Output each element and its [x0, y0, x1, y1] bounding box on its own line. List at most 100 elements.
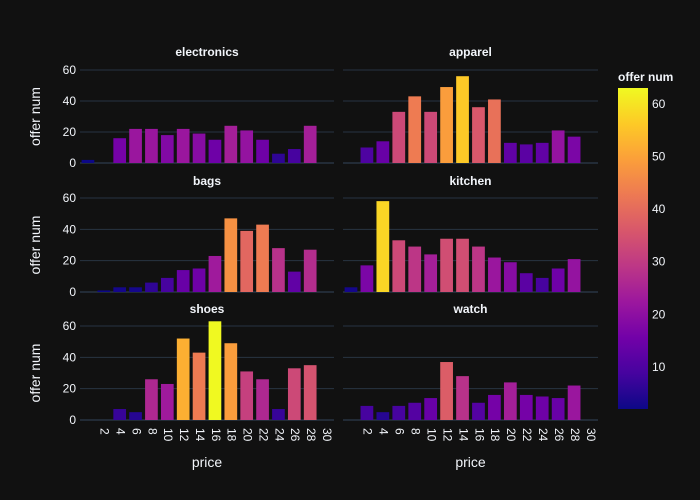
- panel-title-watch: watch: [452, 302, 487, 316]
- bar-apparel-5: [408, 96, 421, 163]
- y-tick-label: 40: [63, 350, 77, 364]
- bar-watch-14: [552, 398, 565, 420]
- bar-kitchen-3: [376, 201, 389, 292]
- bar-kitchen-1: [345, 287, 358, 292]
- y-tick-label: 60: [63, 319, 77, 333]
- x-tick-label: 8: [145, 428, 159, 435]
- bar-bags-6: [161, 278, 174, 292]
- y-tick-label: 0: [69, 413, 76, 427]
- bar-electronics-12: [256, 140, 269, 163]
- bar-watch-3: [376, 412, 389, 420]
- bar-watch-10: [488, 395, 501, 420]
- bar-kitchen-15: [568, 259, 581, 292]
- bar-watch-9: [472, 403, 485, 420]
- bar-electronics-14: [288, 149, 301, 163]
- x-axis-title: price: [455, 454, 486, 470]
- bar-apparel-9: [472, 107, 485, 163]
- bar-shoes-15: [304, 365, 317, 420]
- bar-bags-15: [304, 250, 317, 292]
- x-tick-label: 16: [209, 428, 223, 442]
- x-tick-label: 16: [472, 428, 486, 442]
- panel-title-kitchen: kitchen: [449, 174, 491, 188]
- bar-shoes-10: [224, 343, 237, 420]
- panel-title-bags: bags: [193, 174, 221, 188]
- bar-electronics-8: [193, 134, 206, 163]
- panel-title-shoes: shoes: [190, 302, 225, 316]
- bar-watch-4: [392, 406, 405, 420]
- bar-kitchen-14: [552, 269, 565, 293]
- x-tick-label: 24: [272, 428, 286, 442]
- bar-shoes-5: [145, 379, 158, 420]
- x-tick-label: 8: [409, 428, 423, 435]
- bar-bags-13: [272, 248, 285, 292]
- colorbar-tick-label: 40: [652, 202, 666, 216]
- bar-kitchen-11: [504, 262, 517, 292]
- y-axis-title: offer num: [27, 344, 43, 403]
- bar-shoes-4: [129, 412, 142, 420]
- x-tick-label: 12: [440, 428, 454, 442]
- x-tick-label: 2: [98, 428, 112, 435]
- bar-bags-3: [113, 287, 126, 292]
- bar-shoes-3: [113, 409, 126, 420]
- bar-apparel-10: [488, 99, 501, 163]
- bar-electronics-5: [145, 129, 158, 163]
- bar-bags-8: [193, 269, 206, 293]
- bar-shoes-14: [288, 368, 301, 420]
- bar-watch-15: [568, 386, 581, 420]
- x-tick-label: 24: [536, 428, 550, 442]
- x-tick-label: 22: [256, 428, 270, 442]
- bar-kitchen-6: [424, 254, 437, 292]
- bar-kitchen-4: [392, 240, 405, 292]
- y-tick-label: 20: [63, 125, 77, 139]
- x-tick-label: 22: [520, 428, 534, 442]
- bar-bags-2: [97, 290, 110, 292]
- bar-apparel-6: [424, 112, 437, 163]
- bar-bags-7: [177, 270, 190, 292]
- y-tick-label: 20: [63, 382, 77, 396]
- colorbar-tick-label: 60: [652, 97, 666, 111]
- bar-watch-7: [440, 362, 453, 420]
- bar-apparel-14: [552, 130, 565, 163]
- bar-apparel-7: [440, 87, 453, 163]
- x-tick-label: 20: [504, 428, 518, 442]
- bar-shoes-11: [240, 371, 253, 420]
- bar-watch-11: [504, 382, 517, 420]
- bar-watch-8: [456, 376, 469, 420]
- bar-electronics-4: [129, 129, 142, 163]
- x-tick-label: 20: [241, 428, 255, 442]
- x-tick-label: 6: [393, 428, 407, 435]
- bar-apparel-3: [376, 141, 389, 163]
- x-tick-label: 10: [161, 428, 175, 442]
- y-tick-label: 0: [69, 156, 76, 170]
- bar-shoes-9: [209, 321, 222, 420]
- bar-kitchen-2: [361, 265, 374, 292]
- bar-bags-11: [240, 231, 253, 292]
- bar-shoes-6: [161, 384, 174, 420]
- bar-apparel-2: [361, 148, 374, 164]
- bar-bags-14: [288, 272, 301, 292]
- x-tick-label: 30: [320, 428, 334, 442]
- x-tick-label: 6: [129, 428, 143, 435]
- bar-apparel-4: [392, 112, 405, 163]
- y-tick-label: 40: [63, 94, 77, 108]
- bar-electronics-10: [224, 126, 237, 163]
- panel-title-electronics: electronics: [175, 45, 239, 59]
- y-tick-label: 60: [63, 191, 77, 205]
- bar-electronics-9: [209, 140, 222, 163]
- bar-electronics-6: [161, 135, 174, 163]
- bar-electronics-13: [272, 154, 285, 163]
- y-tick-label: 0: [69, 285, 76, 299]
- x-tick-label: 18: [225, 428, 239, 442]
- bar-watch-2: [361, 406, 374, 420]
- bar-watch-13: [536, 397, 549, 421]
- x-tick-label: 28: [568, 428, 582, 442]
- colorbar-tick-label: 20: [652, 307, 666, 321]
- colorbar-tick-label: 50: [652, 149, 666, 163]
- bar-watch-5: [408, 403, 421, 420]
- bar-shoes-7: [177, 339, 190, 420]
- y-axis-title: offer num: [27, 87, 43, 146]
- x-axis-title: price: [192, 454, 223, 470]
- x-tick-label: 4: [114, 428, 128, 435]
- x-tick-label: 12: [177, 428, 191, 442]
